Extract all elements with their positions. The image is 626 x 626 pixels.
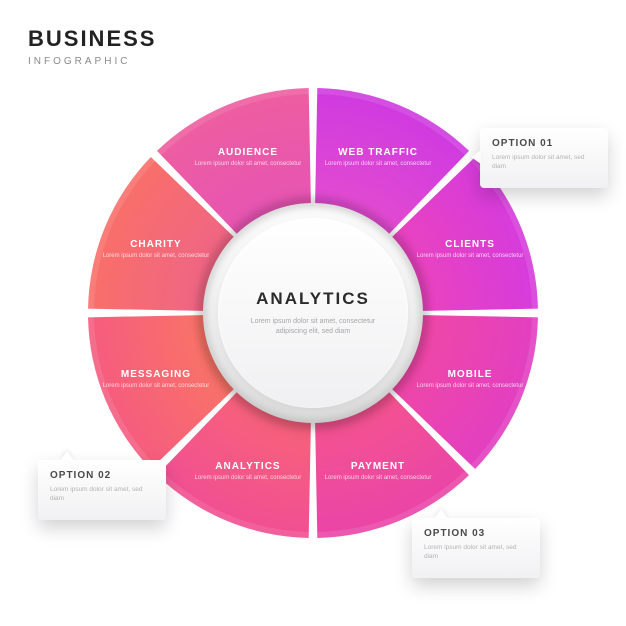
page-title: BUSINESS xyxy=(28,26,156,52)
callout-tail xyxy=(434,509,448,519)
callout-title: OPTION 02 xyxy=(50,470,154,481)
center-body: Lorem ipsum dolor sit amet, consectetur … xyxy=(238,317,388,337)
center-title: ANALYTICS xyxy=(256,289,370,309)
page-subtitle: INFOGRAPHIC xyxy=(28,56,156,67)
callout-tail xyxy=(60,451,74,461)
callout-title: OPTION 03 xyxy=(424,528,528,539)
callout-card: OPTION 03 Lorem ipsum dolor sit amet, sed… xyxy=(412,518,540,578)
callout-tail xyxy=(471,150,481,164)
callout-body: Lorem ipsum dolor sit amet, sed diam xyxy=(492,154,596,172)
callout-card: OPTION 02 Lorem ipsum dolor sit amet, sed… xyxy=(38,460,166,520)
callout-card: OPTION 01 Lorem ipsum dolor sit amet, sed… xyxy=(480,128,608,188)
infographic-canvas: BUSINESS INFOGRAPHIC WEB TRAFFICLorem ip… xyxy=(0,0,626,626)
center-disc: ANALYTICS Lorem ipsum dolor sit amet, co… xyxy=(218,218,408,408)
callout-title: OPTION 01 xyxy=(492,138,596,149)
header: BUSINESS INFOGRAPHIC xyxy=(28,26,156,67)
callout-body: Lorem ipsum dolor sit amet, sed diam xyxy=(424,544,528,562)
callout-body: Lorem ipsum dolor sit amet, sed diam xyxy=(50,486,154,504)
